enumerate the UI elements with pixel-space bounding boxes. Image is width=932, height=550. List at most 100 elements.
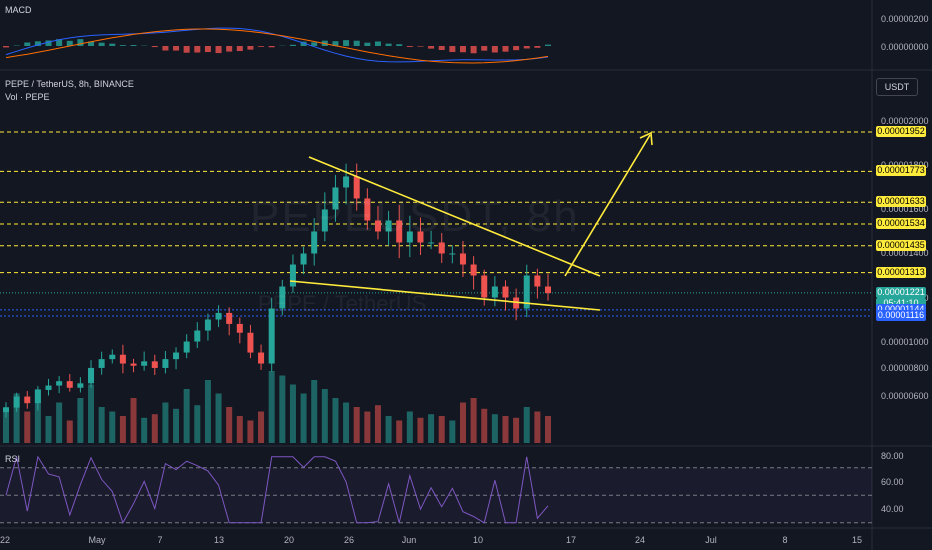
- candle-body: [77, 383, 84, 388]
- candle-body: [321, 209, 328, 232]
- macd-histogram-bar: [417, 46, 424, 47]
- candle-body: [438, 242, 445, 254]
- macd-histogram-bar: [438, 46, 445, 50]
- macd-histogram-bar: [428, 46, 435, 49]
- candle-body: [151, 361, 158, 368]
- countdown-tag: 05:41:10: [876, 297, 926, 309]
- rsi-axis-label: 80.00: [881, 451, 904, 461]
- candle-body: [491, 286, 498, 298]
- volume-bar: [406, 411, 413, 443]
- macd-histogram-bar: [289, 44, 296, 46]
- macd-histogram-bar: [534, 46, 541, 48]
- trendline-upper: [308, 156, 601, 277]
- macd-histogram-bar: [491, 46, 498, 53]
- macd-histogram-bar: [481, 46, 488, 51]
- candle-body: [374, 220, 381, 232]
- candle-body: [258, 352, 265, 364]
- time-axis-label: 17: [565, 535, 577, 545]
- macd-histogram-bar: [66, 40, 73, 46]
- time-axis-label: 22: [0, 535, 11, 545]
- candle-body: [109, 354, 116, 360]
- candle-body: [289, 264, 296, 287]
- price-level-tag: 0.00001633: [876, 196, 926, 208]
- volume-bar: [279, 375, 286, 443]
- candle-body: [364, 198, 371, 221]
- candle-body: [173, 352, 180, 360]
- volume-bar: [343, 402, 350, 443]
- macd-histogram-bar: [449, 46, 456, 52]
- volume-bar: [151, 414, 158, 443]
- volume-bar: [98, 407, 105, 443]
- candle-body: [226, 312, 233, 324]
- candle-body: [141, 361, 148, 366]
- macd-histogram-bar: [98, 42, 105, 46]
- macd-histogram-bar: [56, 39, 63, 46]
- time-axis-label: 8: [782, 535, 788, 545]
- candle-body: [311, 231, 318, 254]
- candle-body: [194, 330, 201, 342]
- volume-bar: [438, 416, 445, 443]
- price-level-tag: 0.00001313: [876, 266, 926, 278]
- volume-bar: [300, 393, 307, 443]
- volume-bar: [24, 411, 31, 443]
- candle-body: [385, 220, 392, 232]
- volume-bar: [417, 417, 424, 443]
- macd-histogram-bar: [183, 46, 190, 53]
- macd-histogram-bar: [119, 45, 126, 46]
- macd-histogram-bar: [396, 44, 403, 46]
- macd-histogram-bar: [470, 46, 477, 54]
- price-level-tag: 0.00001144: [876, 303, 926, 315]
- time-axis-label: 26: [343, 535, 355, 545]
- macd-histogram-bar: [194, 46, 201, 53]
- volume-bar: [215, 393, 222, 443]
- time-axis-label: 24: [634, 535, 646, 545]
- macd-line: [5, 27, 549, 63]
- currency-button[interactable]: USDT: [876, 78, 918, 96]
- rsi-line: [5, 455, 549, 525]
- volume-title[interactable]: Vol · PEPE: [5, 92, 50, 102]
- volume-bar: [321, 389, 328, 443]
- volume-bar: [534, 411, 541, 443]
- symbol-title[interactable]: PEPE / TetherUS, 8h, BINANCE: [5, 79, 134, 89]
- volume-bar: [502, 416, 509, 443]
- volume-bar: [173, 408, 180, 443]
- macd-histogram-bar: [258, 46, 265, 47]
- candle-body: [247, 332, 254, 353]
- macd-histogram-bar: [459, 46, 466, 53]
- time-axis-label: 15: [851, 535, 863, 545]
- macd-histogram-bar: [151, 46, 158, 48]
- volume-bar: [428, 414, 435, 443]
- volume-bar: [332, 398, 339, 443]
- signal-line: [5, 28, 549, 64]
- volume-bar: [183, 389, 190, 443]
- macd-histogram-bar: [173, 46, 180, 51]
- volume-bar: [353, 407, 360, 443]
- watermark-symbol: PEPEUSDT, 8h: [250, 192, 580, 241]
- macd-histogram-bar: [311, 42, 318, 46]
- candle-body: [470, 264, 477, 276]
- volume-bar: [481, 408, 488, 443]
- breakout-arrowhead: [639, 131, 653, 146]
- candle-body: [502, 286, 509, 298]
- candle-body: [513, 297, 520, 309]
- macd-histogram-bar: [247, 46, 254, 50]
- macd-histogram-bar: [130, 45, 137, 46]
- candle-body: [130, 363, 137, 366]
- watermark-pair: PEPE / TetherUS: [258, 291, 427, 316]
- price-axis-label: 0.00000800: [881, 363, 929, 373]
- price-level-tag: 0.00001221: [876, 286, 926, 298]
- volume-bar: [491, 414, 498, 443]
- price-level-tag: 0.00001435: [876, 239, 926, 251]
- time-axis-label: 7: [157, 535, 163, 545]
- volume-bar: [3, 407, 9, 443]
- volume-bar: [258, 411, 265, 443]
- candle-body: [98, 359, 105, 368]
- macd-histogram-bar: [513, 46, 520, 51]
- candle-body: [88, 367, 95, 384]
- macd-histogram-bar: [545, 44, 551, 46]
- macd-axis-label: 0.00000200: [881, 14, 929, 24]
- volume-bar: [513, 417, 520, 443]
- candle-body: [545, 286, 551, 294]
- price-level-tag: 0.00001952: [876, 126, 926, 137]
